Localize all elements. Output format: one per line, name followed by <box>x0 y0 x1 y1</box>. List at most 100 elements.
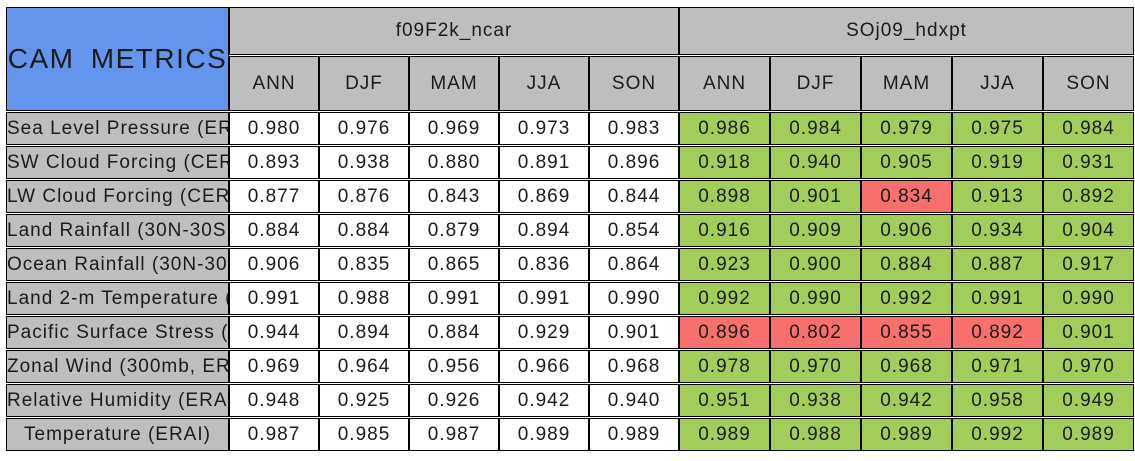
metric-value-f09f2k-ncar: 0.906 <box>229 248 319 281</box>
metric-value-soj09-hdxpt: 0.991 <box>952 282 1043 315</box>
metric-label: Relative Humidity (ERAI) <box>6 384 229 417</box>
metric-value-f09f2k-ncar: 0.869 <box>499 180 589 213</box>
column-group-f09f2k-ncar: f09F2k_ncar <box>229 7 679 55</box>
metric-value-soj09-hdxpt: 0.971 <box>952 350 1043 383</box>
metric-value-soj09-hdxpt: 0.938 <box>770 384 861 417</box>
metric-value-f09f2k-ncar: 0.925 <box>319 384 409 417</box>
metric-value-soj09-hdxpt: 0.887 <box>952 248 1043 281</box>
metric-value-soj09-hdxpt: 0.992 <box>679 282 770 315</box>
season-header-soj09-djf: DJF <box>770 56 861 111</box>
metric-value-soj09-hdxpt: 0.898 <box>679 180 770 213</box>
metric-value-soj09-hdxpt: 0.992 <box>952 418 1043 451</box>
metric-value-f09f2k-ncar: 0.989 <box>589 418 679 451</box>
metric-label: Sea Level Pressure (ERAI) <box>6 112 229 145</box>
season-header-f09-djf: DJF <box>319 56 409 111</box>
table-row: Ocean Rainfall (30N-30S, GPCP)0.9060.835… <box>6 248 1134 281</box>
metric-value-soj09-hdxpt: 0.934 <box>952 214 1043 247</box>
metric-value-soj09-hdxpt: 0.984 <box>1043 112 1134 145</box>
metric-value-soj09-hdxpt: 0.968 <box>861 350 952 383</box>
season-header-soj09-ann: ANN <box>679 56 770 111</box>
metric-value-f09f2k-ncar: 0.956 <box>409 350 499 383</box>
metric-value-soj09-hdxpt: 0.802 <box>770 316 861 349</box>
metric-value-soj09-hdxpt: 0.992 <box>861 282 952 315</box>
metric-value-f09f2k-ncar: 0.991 <box>499 282 589 315</box>
metric-value-soj09-hdxpt: 0.970 <box>1043 350 1134 383</box>
metric-value-soj09-hdxpt: 0.904 <box>1043 214 1134 247</box>
season-header-f09-son: SON <box>589 56 679 111</box>
metric-value-f09f2k-ncar: 0.990 <box>589 282 679 315</box>
table-row: Land Rainfall (30N-30S, GPCP)0.8840.8840… <box>6 214 1134 247</box>
metric-value-f09f2k-ncar: 0.948 <box>229 384 319 417</box>
metric-label: Temperature (ERAI) <box>6 418 229 451</box>
metric-value-soj09-hdxpt: 0.906 <box>861 214 952 247</box>
metric-value-soj09-hdxpt: 0.931 <box>1043 146 1134 179</box>
metric-value-f09f2k-ncar: 0.987 <box>229 418 319 451</box>
metric-value-f09f2k-ncar: 0.844 <box>589 180 679 213</box>
metric-value-f09f2k-ncar: 0.896 <box>589 146 679 179</box>
metric-value-f09f2k-ncar: 0.880 <box>409 146 499 179</box>
metric-label: LW Cloud Forcing (CERES-EBAF) <box>6 180 229 213</box>
table-title-cell: CAM METRICS <box>6 7 229 111</box>
metric-value-f09f2k-ncar: 0.884 <box>229 214 319 247</box>
metrics-tbody: Sea Level Pressure (ERAI)0.9800.9760.969… <box>6 112 1134 451</box>
metric-value-soj09-hdxpt: 0.901 <box>770 180 861 213</box>
metric-value-soj09-hdxpt: 0.919 <box>952 146 1043 179</box>
season-header-soj09-jja: JJA <box>952 56 1043 111</box>
metric-value-f09f2k-ncar: 0.836 <box>499 248 589 281</box>
group-header-row: CAM METRICS f09F2k_ncar SOj09_hdxpt <box>6 7 1134 111</box>
metric-value-soj09-hdxpt: 0.970 <box>770 350 861 383</box>
metric-value-f09f2k-ncar: 0.985 <box>319 418 409 451</box>
metric-value-soj09-hdxpt: 0.940 <box>770 146 861 179</box>
metric-value-soj09-hdxpt: 0.949 <box>1043 384 1134 417</box>
table-row: Sea Level Pressure (ERAI)0.9800.9760.969… <box>6 112 1134 145</box>
table-row: Land 2-m Temperature (Willmott)0.9910.98… <box>6 282 1134 315</box>
metric-value-f09f2k-ncar: 0.966 <box>499 350 589 383</box>
season-header-soj09-son: SON <box>1043 56 1134 111</box>
cam-metrics-table: CAM METRICS f09F2k_ncar SOj09_hdxpt ANN … <box>6 6 1134 452</box>
metric-label: Ocean Rainfall (30N-30S, GPCP) <box>6 248 229 281</box>
metric-value-soj09-hdxpt: 0.905 <box>861 146 952 179</box>
column-group-soj09-hdxpt: SOj09_hdxpt <box>679 7 1134 55</box>
season-header-soj09-mam: MAM <box>861 56 952 111</box>
metric-value-soj09-hdxpt: 0.892 <box>1043 180 1134 213</box>
metric-value-f09f2k-ncar: 0.968 <box>589 350 679 383</box>
season-header-f09-mam: MAM <box>409 56 499 111</box>
metric-label: Zonal Wind (300mb, ERAI) <box>6 350 229 383</box>
metric-value-soj09-hdxpt: 0.951 <box>679 384 770 417</box>
metric-value-soj09-hdxpt: 0.917 <box>1043 248 1134 281</box>
metric-value-soj09-hdxpt: 0.884 <box>861 248 952 281</box>
metric-value-f09f2k-ncar: 0.864 <box>589 248 679 281</box>
metric-value-f09f2k-ncar: 0.969 <box>409 112 499 145</box>
metric-value-f09f2k-ncar: 0.969 <box>229 350 319 383</box>
season-header-f09-jja: JJA <box>499 56 589 111</box>
metric-value-soj09-hdxpt: 0.916 <box>679 214 770 247</box>
table-row: Zonal Wind (300mb, ERAI)0.9690.9640.9560… <box>6 350 1134 383</box>
metric-label: Land Rainfall (30N-30S, GPCP) <box>6 214 229 247</box>
metric-value-soj09-hdxpt: 0.979 <box>861 112 952 145</box>
metric-value-soj09-hdxpt: 0.990 <box>770 282 861 315</box>
metric-value-f09f2k-ncar: 0.876 <box>319 180 409 213</box>
metric-value-f09f2k-ncar: 0.929 <box>499 316 589 349</box>
metric-value-f09f2k-ncar: 0.877 <box>229 180 319 213</box>
metric-value-f09f2k-ncar: 0.926 <box>409 384 499 417</box>
metric-value-f09f2k-ncar: 0.988 <box>319 282 409 315</box>
metric-value-soj09-hdxpt: 0.975 <box>952 112 1043 145</box>
metric-value-f09f2k-ncar: 0.983 <box>589 112 679 145</box>
metric-label: Land 2-m Temperature (Willmott) <box>6 282 229 315</box>
metric-value-f09f2k-ncar: 0.940 <box>589 384 679 417</box>
page-title: CAM METRICS <box>7 43 228 74</box>
metric-value-f09f2k-ncar: 0.991 <box>409 282 499 315</box>
metric-value-f09f2k-ncar: 0.987 <box>409 418 499 451</box>
metric-value-soj09-hdxpt: 0.918 <box>679 146 770 179</box>
metric-value-f09f2k-ncar: 0.991 <box>229 282 319 315</box>
table-row: Temperature (ERAI) 0.987 0.985 0.987 0.989 0.… <box>6 418 1134 451</box>
metric-label: Pacific Surface Stress (5N-5S, ERS) <box>6 316 229 349</box>
metric-value-f09f2k-ncar: 0.894 <box>319 316 409 349</box>
metric-value-soj09-hdxpt: 0.958 <box>952 384 1043 417</box>
metric-value-soj09-hdxpt: 0.896 <box>679 316 770 349</box>
metric-value-soj09-hdxpt: 0.855 <box>861 316 952 349</box>
metric-value-f09f2k-ncar: 0.884 <box>319 214 409 247</box>
metric-value-f09f2k-ncar: 0.938 <box>319 146 409 179</box>
